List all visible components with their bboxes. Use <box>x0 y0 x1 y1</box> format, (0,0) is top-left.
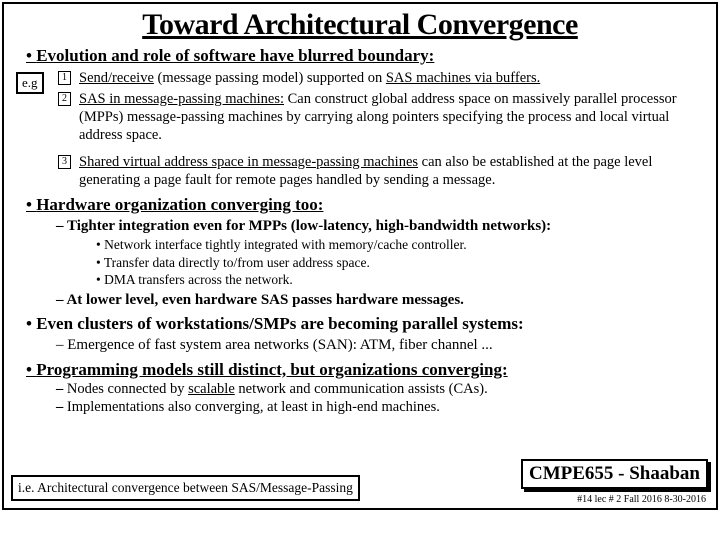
bullet-clusters: Even clusters of workstations/SMPs are b… <box>26 314 704 334</box>
sub-nodes: Nodes connected by scalable network and … <box>56 381 704 398</box>
num-box-2: 2 <box>58 92 71 106</box>
slide-frame: Toward Architectural Convergence Evoluti… <box>2 2 718 510</box>
num-box-3: 3 <box>58 155 71 169</box>
sub-impl: Implementations also converging, at leas… <box>56 399 704 416</box>
sub-san: Emergence of fast system area networks (… <box>56 336 704 356</box>
num-box-1: 1 <box>58 71 71 85</box>
numbered-item-3: 3 Shared virtual address space in messag… <box>58 153 704 189</box>
num-text-3: Shared virtual address space in message-… <box>79 153 704 189</box>
numbered-item-1: 1 Send/receive (message passing model) s… <box>58 69 704 87</box>
sub2-dma: DMA transfers across the network. <box>96 271 704 289</box>
slide-title: Toward Architectural Convergence <box>16 8 704 42</box>
num-text-2: SAS in message-passing machines: Can con… <box>79 90 704 144</box>
numbered-item-2: 2 SAS in message-passing machines: Can c… <box>58 90 704 144</box>
course-label: CMPE655 - Shaaban <box>521 459 708 489</box>
sub-lower-level: At lower level, even hardware SAS passes… <box>56 291 704 311</box>
sub-tighter: Tighter integration even for MPPs (low-l… <box>56 217 704 237</box>
bullet-programming: Programming models still distinct, but o… <box>26 360 704 380</box>
sub2-transfer: Transfer data directly to/from user addr… <box>96 254 704 272</box>
stamp-label: #14 lec # 2 Fall 2016 8-30-2016 <box>577 494 706 505</box>
bullet-evolution: Evolution and role of software have blur… <box>26 46 704 66</box>
sub2-nic: Network interface tightly integrated wit… <box>96 236 704 254</box>
num-text-1: Send/receive (message passing model) sup… <box>79 69 540 87</box>
footer-note: i.e. Architectural convergence between S… <box>11 475 360 501</box>
example-label: e.g <box>16 72 44 94</box>
bullet-hardware: Hardware organization converging too: <box>26 195 704 215</box>
